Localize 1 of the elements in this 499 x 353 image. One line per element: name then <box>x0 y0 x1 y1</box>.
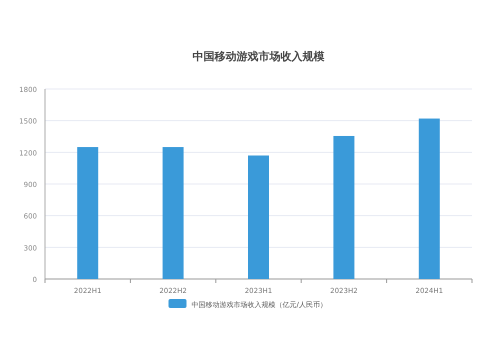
title: 中国移动游戏市场收入规模 <box>192 50 324 63</box>
